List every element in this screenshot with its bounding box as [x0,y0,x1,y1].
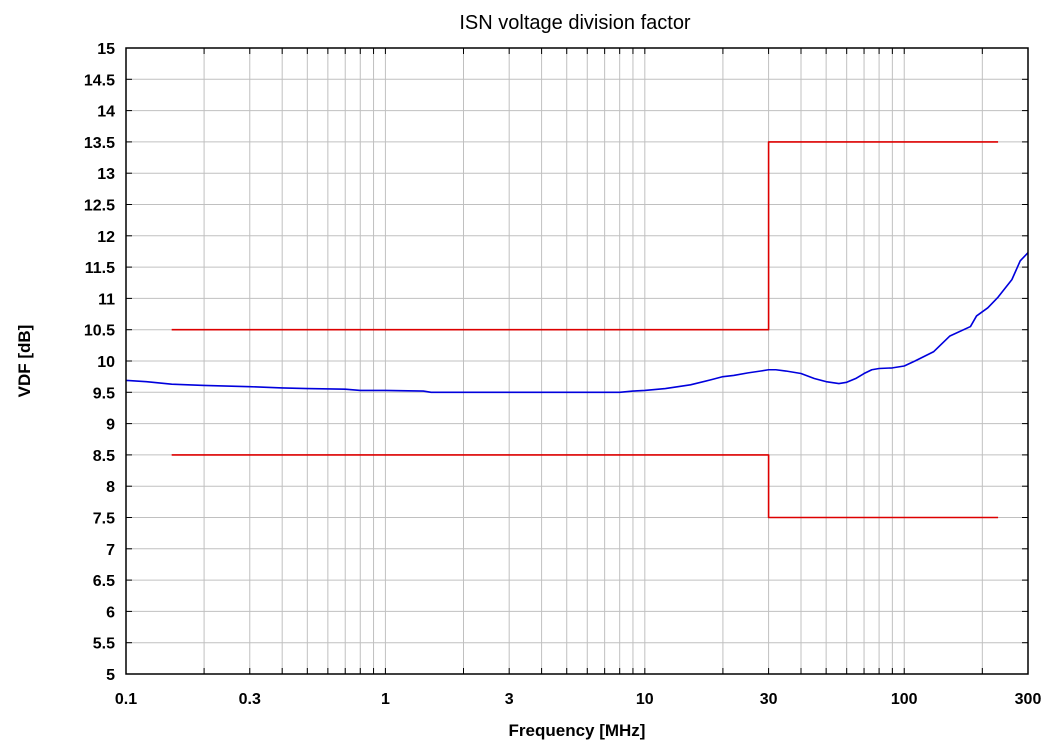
y-tick-label: 15 [97,41,115,58]
x-tick-label: 3 [505,691,514,708]
x-tick-label: 30 [760,691,778,708]
y-tick-label: 10 [97,354,115,371]
y-tick-label: 6.5 [93,573,115,590]
y-tick-label: 12 [97,229,115,246]
y-tick-label: 14 [97,104,115,121]
y-tick-label: 14.5 [84,72,115,89]
y-tick-label: 7 [106,542,115,559]
series-group [125,141,1029,519]
y-tick-label: 6 [106,604,115,621]
ticks [126,47,1028,675]
x-tick-label: 300 [1015,691,1042,708]
y-tick-label: 7.5 [93,511,115,528]
x-tick-label: 1 [381,691,390,708]
y-tick-label: 8.5 [93,448,115,465]
x-tick-label: 10 [636,691,654,708]
y-tick-label: 5 [106,667,115,684]
chart-title: ISN voltage division factor [459,12,691,34]
y-tick-label: 13 [97,166,115,183]
x-axis-label: Frequency [MHz] [509,721,646,740]
y-tick-label: 9 [106,417,115,434]
x-tick-label: 100 [891,691,918,708]
y-tick-label: 10.5 [84,323,115,340]
y-tick-label: 11 [98,291,115,308]
limit-line [171,141,999,331]
x-tick-label: 0.3 [239,691,261,708]
y-axis-label: VDF [dB] [15,325,34,398]
x-tick-label: 0.1 [115,691,137,708]
y-tick-label: 5.5 [93,636,115,653]
y-tick-label: 12.5 [84,198,115,215]
y-tick-label: 11.5 [85,260,115,277]
y-tick-label: 9.5 [93,385,115,402]
x-tick-labels: 0.1 0.3 1 3 10 30 100 300 [115,691,1042,708]
y-tick-labels: 5 5.5 6 6.5 7 7.5 8 8.5 9 9.5 10 10.5 11 11.5 12 12.5 13… [84,41,115,684]
y-tick-label: 13.5 [84,135,115,152]
y-tick-label: 8 [106,479,115,496]
vdf-measured-line [125,252,1029,394]
limit-line [171,454,999,519]
